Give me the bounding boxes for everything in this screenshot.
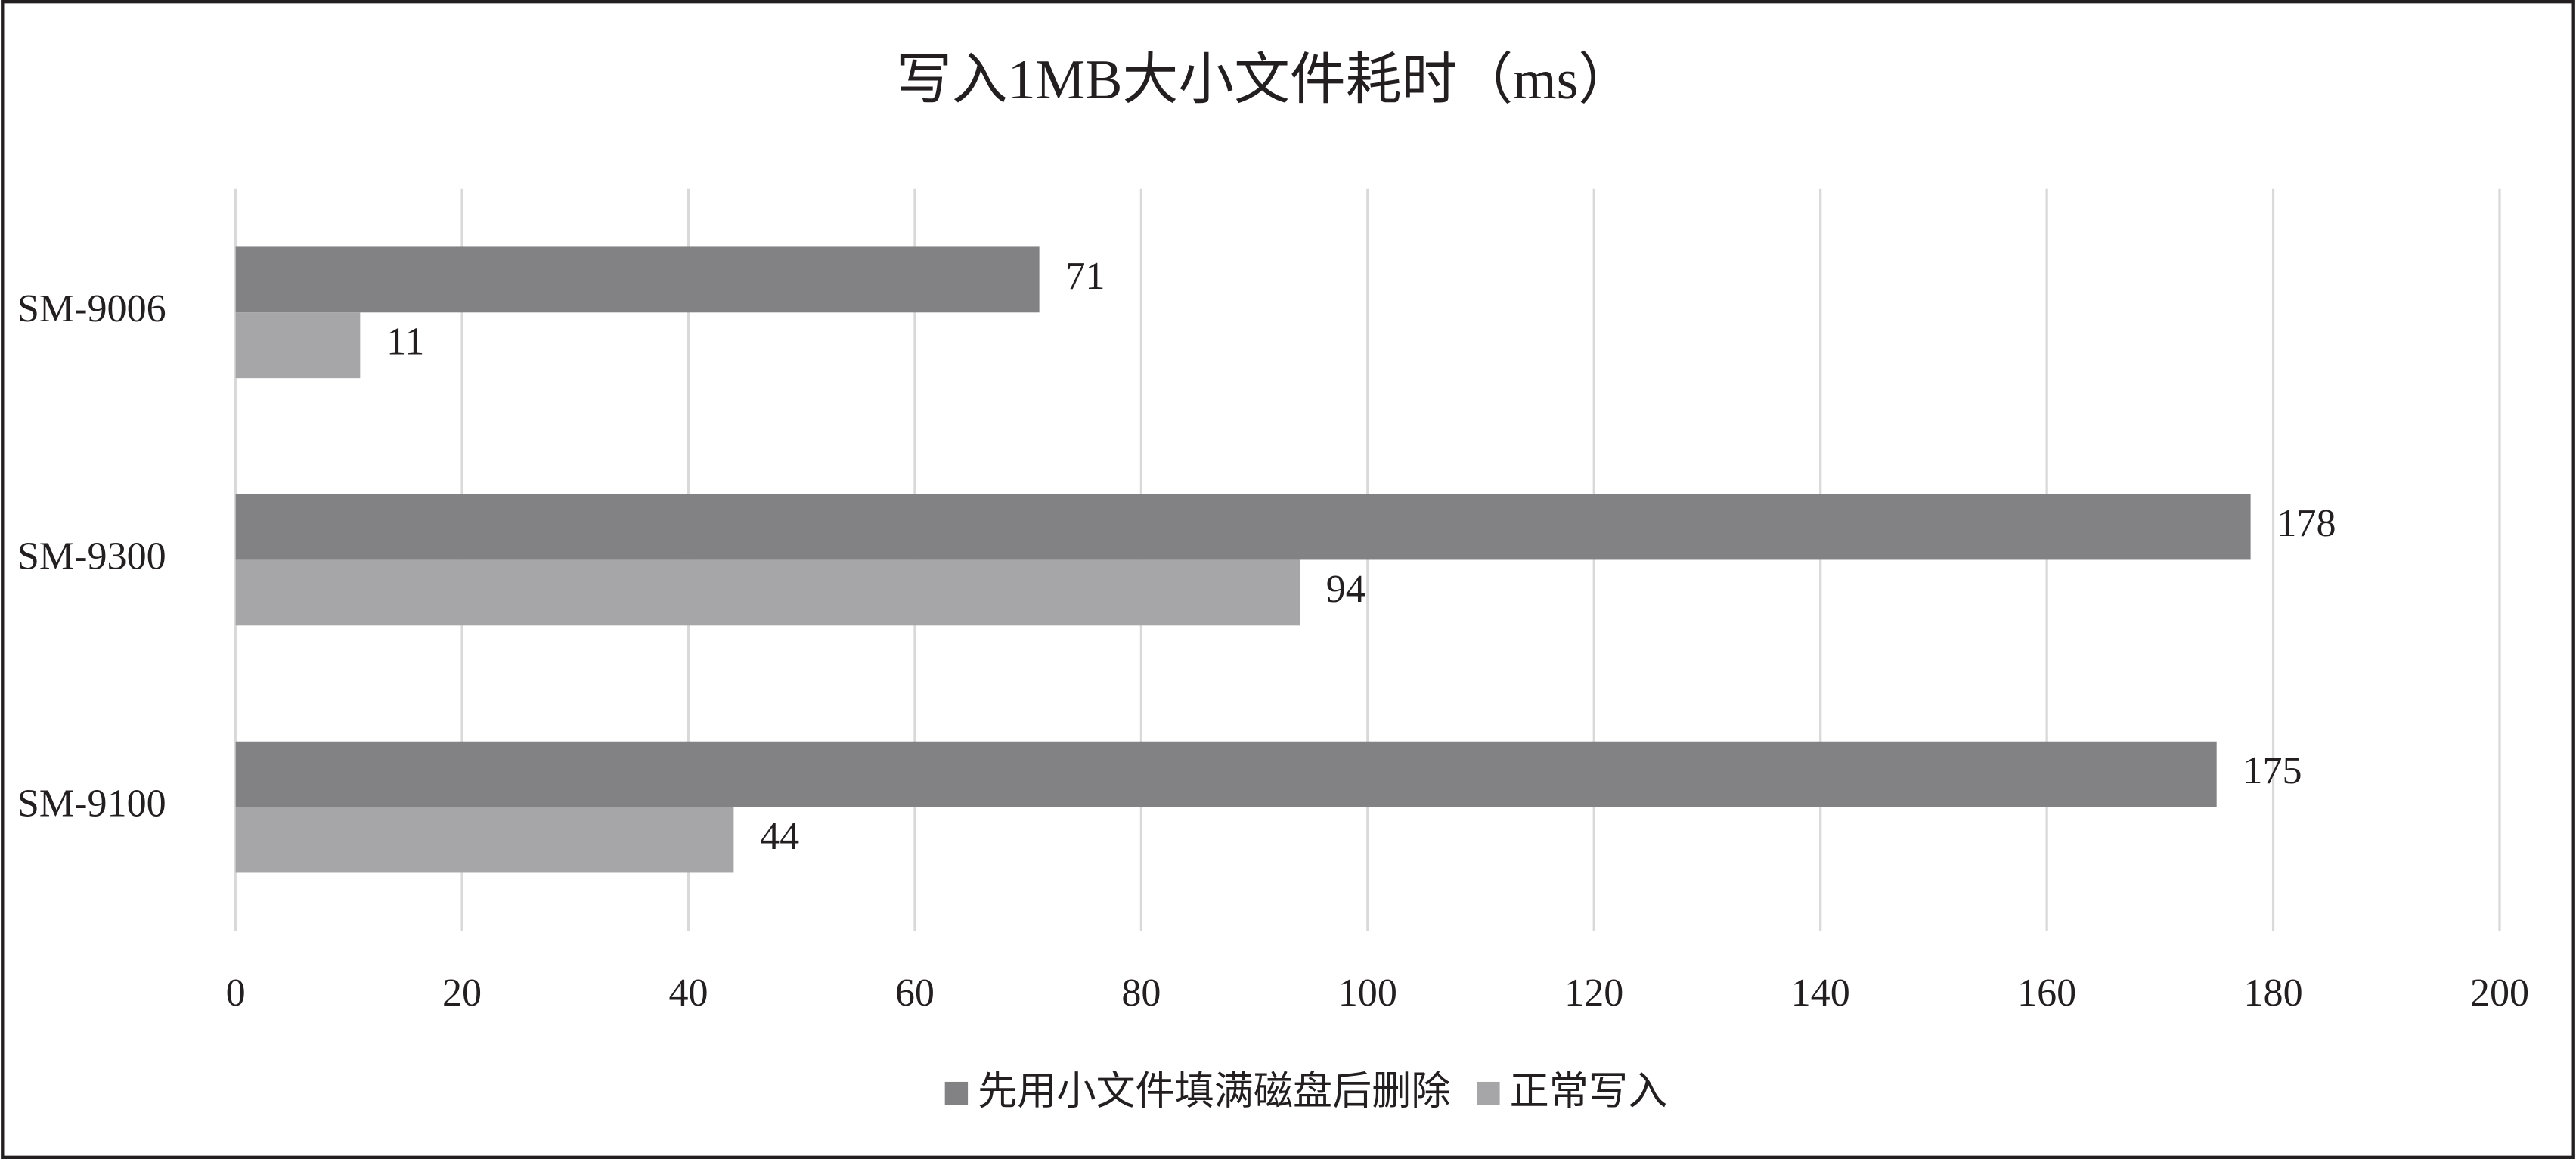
bar — [235, 246, 1040, 313]
chart-title: 写入1MB大小文件耗时（ms） — [896, 48, 1634, 110]
legend-label: 正常写入 — [1510, 1070, 1667, 1113]
x-tick-label: 140 — [1791, 972, 1850, 1015]
x-tick-label: 100 — [1338, 972, 1397, 1015]
x-tick-label: 160 — [2017, 972, 2076, 1015]
x-tick-label: 200 — [2470, 972, 2529, 1015]
bar — [235, 312, 361, 379]
legend-swatch — [1477, 1081, 1500, 1105]
data-label: 11 — [386, 321, 424, 364]
data-label: 178 — [2277, 502, 2336, 545]
bar — [235, 559, 1300, 626]
x-tick-label: 60 — [895, 972, 935, 1015]
y-tick-label: SM-9300 — [17, 535, 166, 578]
x-tick-label: 180 — [2243, 972, 2302, 1015]
x-tick-label: 80 — [1121, 972, 1161, 1015]
y-tick-label: SM-9100 — [17, 782, 166, 826]
x-tick-label: 0 — [226, 972, 246, 1015]
data-label: 71 — [1065, 255, 1105, 298]
legend-swatch — [944, 1081, 969, 1105]
data-label: 175 — [2243, 749, 2302, 792]
bar — [235, 494, 2251, 560]
data-label: 94 — [1326, 568, 1365, 611]
bar — [235, 807, 734, 873]
legend-label: 先用小文件填满磁盘后删除 — [978, 1070, 1450, 1113]
y-tick-label: SM-9006 — [17, 287, 166, 330]
bar — [235, 741, 2217, 807]
x-tick-label: 20 — [442, 972, 482, 1015]
data-label: 44 — [760, 815, 799, 858]
x-tick-label: 120 — [1564, 972, 1623, 1015]
x-tick-label: 40 — [668, 972, 708, 1015]
